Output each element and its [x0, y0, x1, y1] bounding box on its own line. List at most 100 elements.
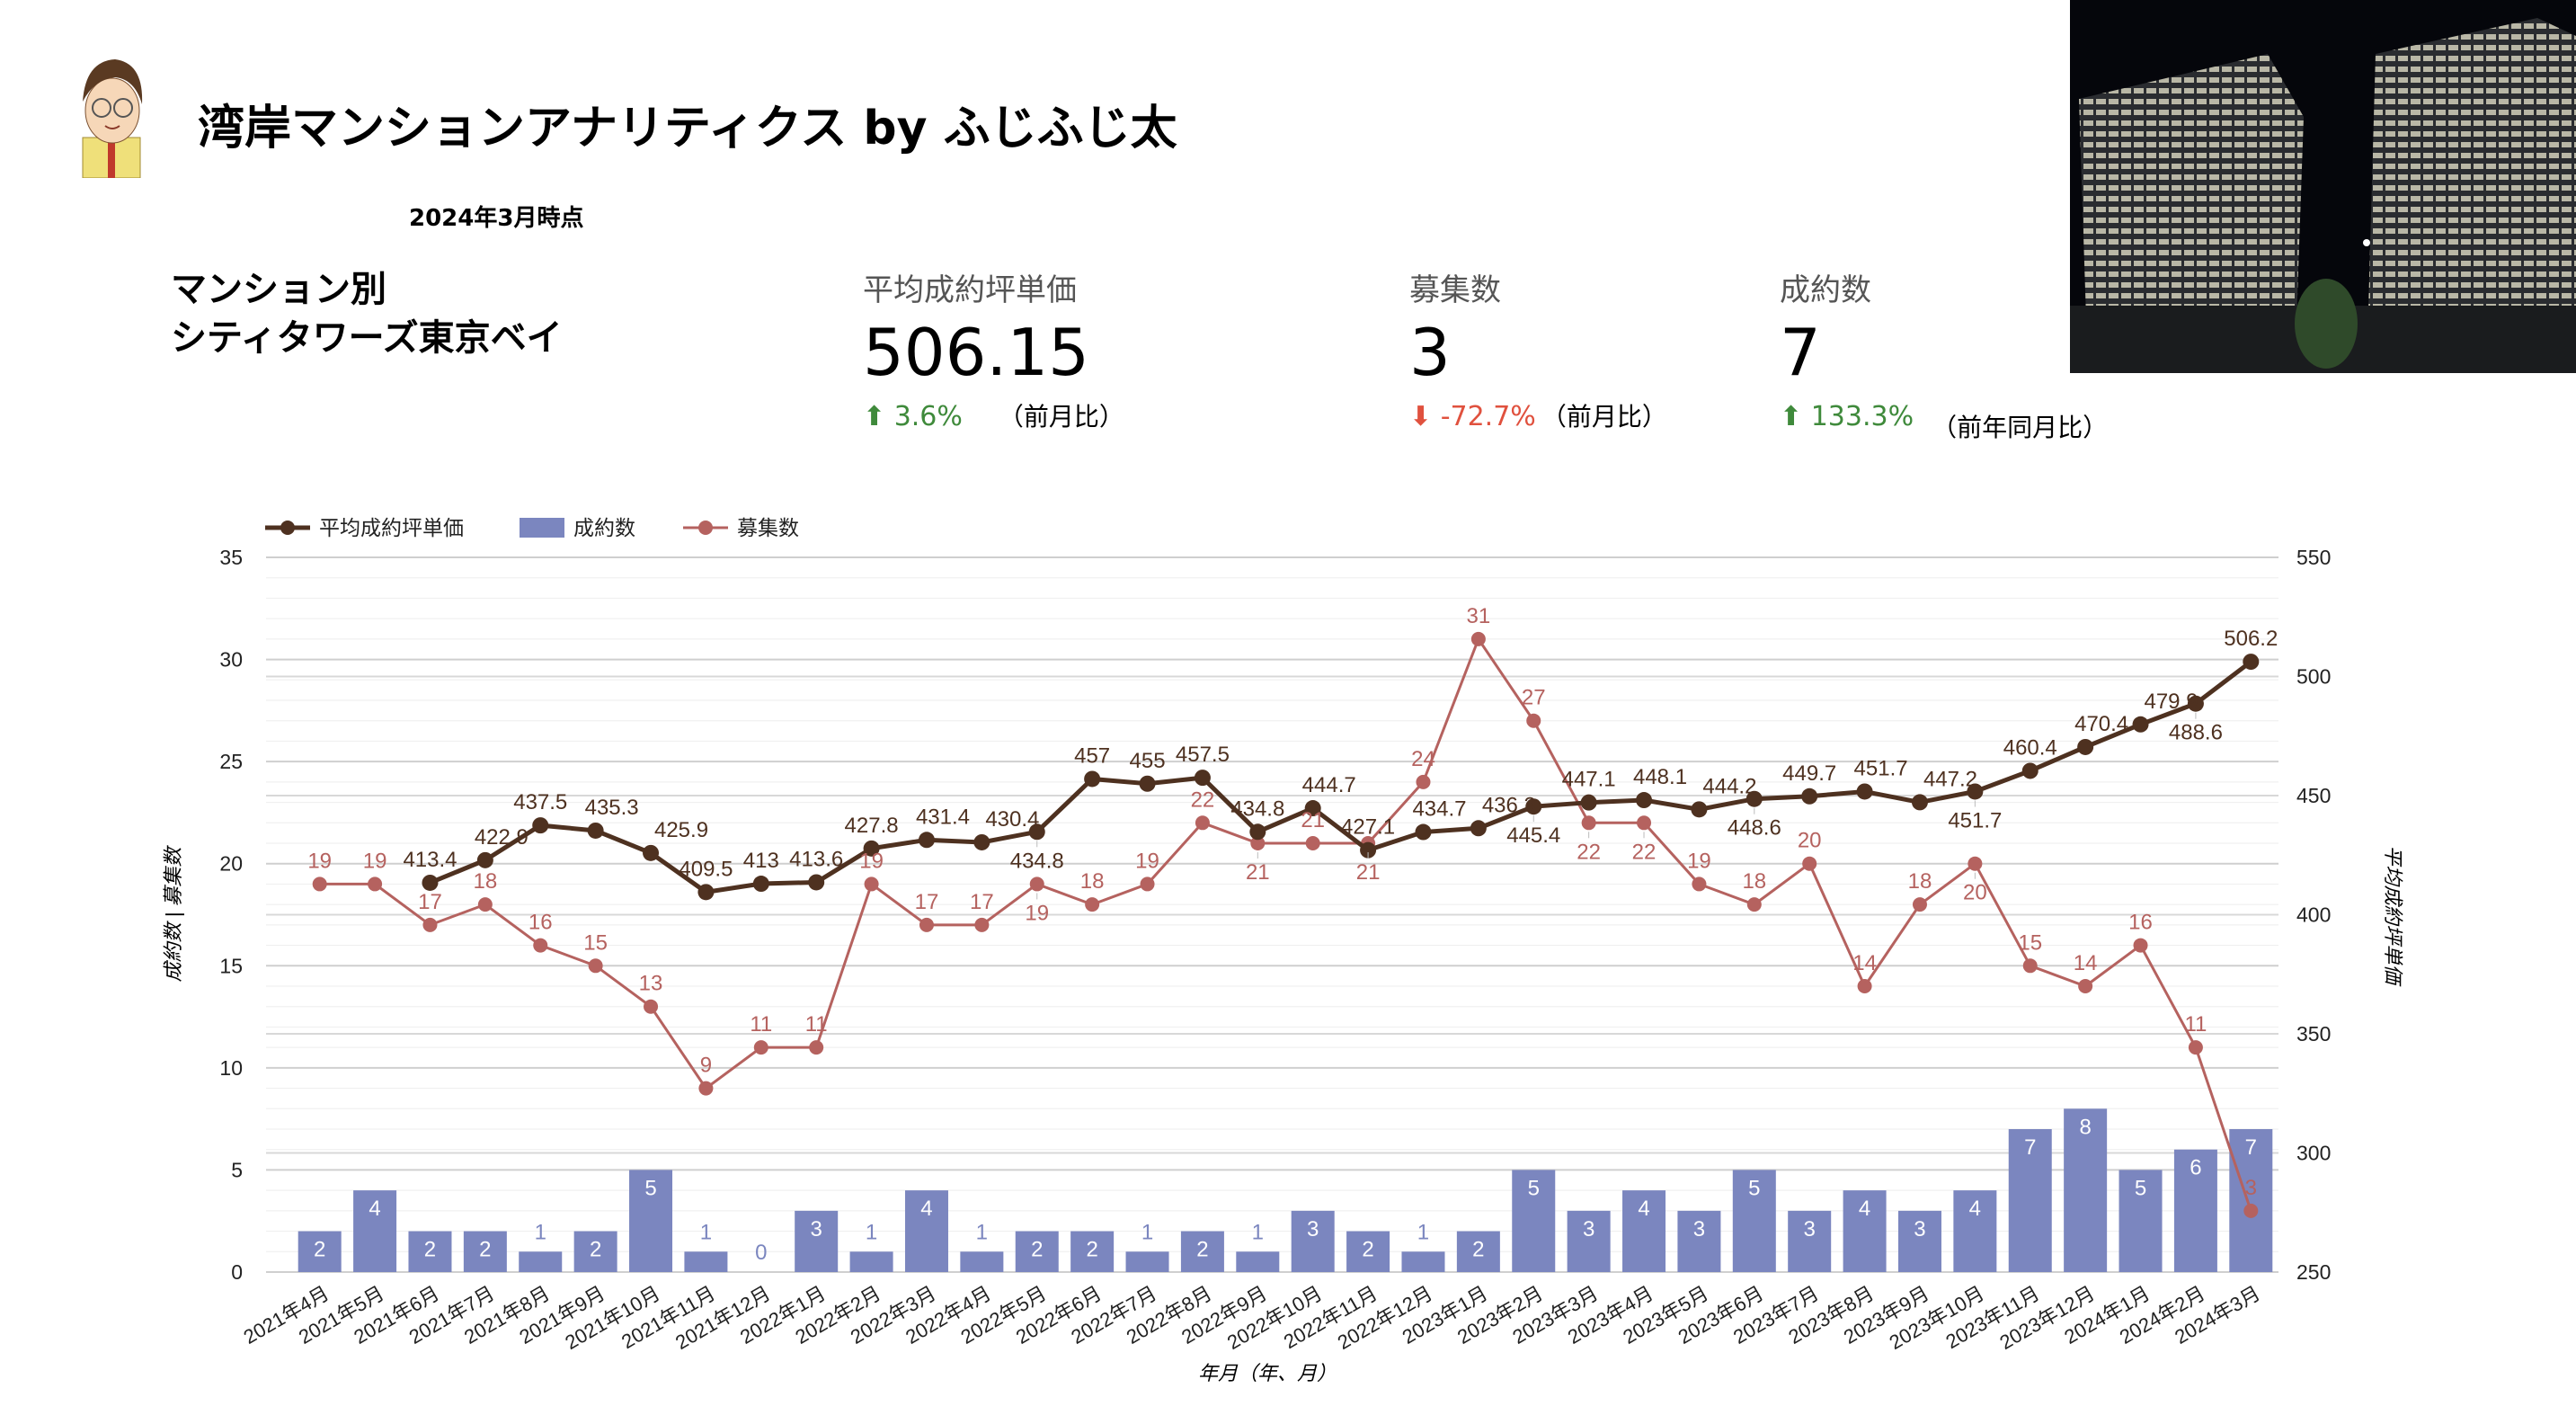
- listings-data-label: 3: [2245, 1176, 2257, 1200]
- listings-data-label: 14: [1852, 951, 1877, 975]
- price-data-label: 457: [1074, 743, 1110, 768]
- price-point: [1028, 823, 1045, 841]
- price-data-label: 455: [1130, 749, 1166, 773]
- bar-contracts: [1015, 1231, 1059, 1272]
- listings-data-label: 11: [750, 1012, 772, 1037]
- arrow-down-icon: ⬇: [1409, 401, 1441, 432]
- price-data-label: 409.5: [679, 857, 733, 881]
- price-point: [1415, 823, 1432, 841]
- listings-point: [1029, 877, 1044, 892]
- listings-data-label: 18: [1908, 869, 1932, 894]
- listings-point: [698, 1081, 714, 1096]
- building-photo: [2070, 0, 2576, 373]
- price-data-label: 444.2: [1702, 774, 1756, 798]
- bar-contracts: [849, 1251, 893, 1272]
- listings-point: [477, 897, 493, 912]
- listings-data-label: 19: [1687, 849, 1711, 873]
- y-tick-label: 25: [219, 750, 243, 773]
- listings-point: [2243, 1203, 2259, 1218]
- price-point: [918, 832, 935, 849]
- listings-point: [1746, 897, 1762, 912]
- bar-label: 3: [811, 1217, 822, 1241]
- price-data-label: 413: [743, 849, 779, 873]
- bar-label: 3: [1583, 1217, 1594, 1241]
- price-point: [2243, 654, 2260, 671]
- price-data-label: 427.8: [845, 814, 899, 838]
- bar-label: 0: [755, 1241, 767, 1265]
- listings-line: [319, 636, 2252, 1212]
- kpi-label: 募集数: [1409, 272, 1501, 308]
- listings-point: [809, 1040, 824, 1055]
- kpi-value: 7: [1780, 315, 1821, 390]
- price-point: [476, 851, 493, 868]
- listings-point: [588, 958, 603, 974]
- bar-label: 1: [1141, 1220, 1153, 1244]
- listings-data-label: 21: [1356, 860, 1381, 885]
- listings-data-label: 17: [418, 890, 442, 914]
- kpi-value: 506.15: [863, 315, 1089, 390]
- listings-data-label: 18: [1742, 869, 1766, 894]
- listings-point: [2188, 1040, 2203, 1055]
- bar-label: 3: [1307, 1217, 1319, 1241]
- bar-contracts: [1125, 1251, 1169, 1272]
- as-of-date: 2024年3月時点: [409, 205, 584, 232]
- bar-contracts: [2064, 1108, 2108, 1272]
- listings-point: [1802, 856, 1817, 871]
- listings-data-label: 9: [700, 1054, 712, 1078]
- y-tick-label: 30: [219, 648, 243, 672]
- y2-tick-label: 250: [2296, 1260, 2331, 1284]
- listings-data-label: 18: [1080, 869, 1105, 894]
- listings-data-label: 19: [1025, 901, 1049, 925]
- bar-label: 5: [1528, 1176, 1540, 1200]
- price-data-label: 413.6: [789, 847, 843, 871]
- bar-contracts: [1953, 1190, 1997, 1272]
- bar-label: 1: [866, 1220, 877, 1244]
- bar-contracts: [2173, 1149, 2217, 1272]
- listings-data-label: 31: [1467, 604, 1491, 628]
- price-data-label: 434.8: [1230, 796, 1284, 821]
- y-tick-label: 0: [231, 1260, 243, 1284]
- price-point: [1360, 841, 1377, 859]
- price-point: [532, 817, 549, 834]
- kpi-change: 133.3%: [1810, 401, 1914, 432]
- price-point: [1139, 775, 1156, 792]
- price-point: [973, 833, 990, 850]
- listings-data-label: 15: [2018, 930, 2042, 955]
- price-data-label: 413.4: [403, 848, 457, 872]
- price-point: [1470, 820, 1487, 837]
- price-point: [2077, 738, 2094, 755]
- y2-tick-label: 350: [2296, 1022, 2331, 1046]
- bar-label: 5: [2135, 1176, 2146, 1200]
- price-point: [1304, 800, 1321, 817]
- price-point: [808, 874, 825, 891]
- bar-contracts: [1180, 1231, 1224, 1272]
- bar-label: 6: [2190, 1156, 2201, 1180]
- listings-point: [864, 877, 879, 892]
- bar-label: 2: [479, 1238, 491, 1262]
- bar-contracts: [1843, 1190, 1887, 1272]
- listings-point: [1912, 897, 1927, 912]
- bar-contracts: [1788, 1210, 1832, 1272]
- kpi-listings: 募集数 3 ⬇ -72.7% （前月比）: [1409, 265, 1667, 433]
- bar-label: 2: [590, 1238, 601, 1262]
- y2-tick-label: 550: [2296, 546, 2331, 569]
- price-data-label: 460.4: [2003, 735, 2057, 760]
- bar-label: 3: [1914, 1217, 1925, 1241]
- legend-label: 成約数: [573, 516, 635, 539]
- price-data-label: 444.7: [1302, 773, 1356, 797]
- price-data-label: 437.5: [513, 790, 567, 814]
- y2-tick-label: 450: [2296, 784, 2331, 807]
- mansion-name: シティタワーズ東京ベイ: [171, 317, 563, 359]
- price-point: [422, 874, 439, 891]
- bar-label: 1: [1252, 1220, 1264, 1244]
- price-data-label: 447.2: [1923, 767, 1977, 791]
- price-data-label: 435.3: [585, 796, 639, 820]
- bar-contracts: [1401, 1251, 1445, 1272]
- listings-data-label: 11: [2184, 1012, 2207, 1037]
- kpi-change: -72.7%: [1440, 401, 1536, 432]
- listings-point: [974, 917, 990, 932]
- legend-label: 募集数: [737, 516, 799, 539]
- listings-point: [753, 1040, 768, 1055]
- price-point: [1745, 790, 1763, 807]
- kpi-avg-price: 平均成約坪単価 506.15 ⬆ 3.6% （前月比）: [863, 265, 1124, 433]
